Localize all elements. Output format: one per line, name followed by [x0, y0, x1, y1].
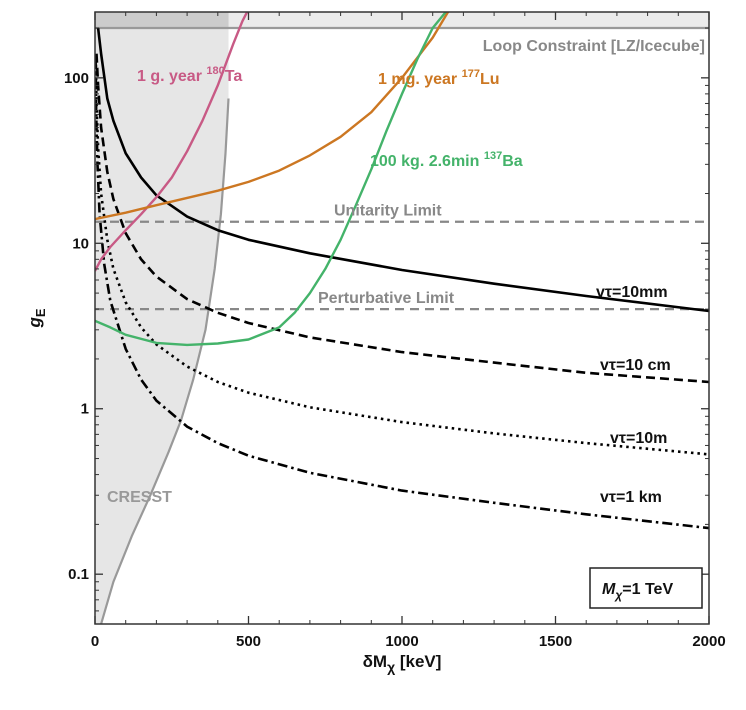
x-tick-label: 2000 [692, 633, 725, 650]
x-axis-label: δMχ [keV] [363, 652, 442, 675]
limit-lines [95, 220, 709, 311]
y-tick-label: 0.1 [68, 566, 89, 583]
lu-label-part: 1 mg. year [378, 71, 462, 88]
x-tick-label: 1500 [539, 633, 572, 650]
y-tick-label: 100 [64, 70, 89, 87]
ba-label: 100 kg. 2.6min 137Ba [370, 150, 523, 170]
ba-label-part: 100 kg. 2.6min [370, 153, 484, 170]
series-line-0 [96, 27, 709, 313]
series-line-5 [95, 12, 450, 221]
y-tick-label: 10 [72, 235, 89, 252]
series-line-6 [95, 12, 448, 347]
x-axis-label-sub: χ [387, 659, 395, 675]
lu-label-part: 177 [462, 68, 480, 80]
y-tick-label: 1 [81, 401, 89, 418]
ta-label-part: 180 [206, 65, 224, 77]
shaded-regions [95, 12, 709, 624]
cresst-boundary [100, 98, 230, 624]
series-line-4 [95, 12, 249, 272]
mass-box-suffix: =1 TeV [622, 581, 673, 598]
loop-cresst-overlap [95, 12, 229, 29]
ba-label-part: Ba [502, 153, 523, 170]
series-line-2 [95, 64, 709, 456]
ta-label-part: Ta [225, 68, 243, 85]
series-line-3 [95, 58, 709, 530]
x-axis-label-suffix: [keV] [395, 652, 441, 671]
loop-constraint-label: Loop Constraint [LZ/Icecube] [483, 38, 705, 55]
cresst-region [95, 12, 229, 624]
y-axis-label-sub: E [33, 308, 48, 317]
y-axis-label: gE [25, 308, 48, 328]
axis-ticks: 0 500 1000 1500 2000 0.1 1 10 100 [64, 12, 726, 650]
unitarity-limit-label: Unitarity Limit [334, 203, 442, 220]
mass-box-prefix: M [602, 581, 616, 598]
y-axis-label-main: g [25, 317, 44, 329]
x-tick-label: 0 [91, 633, 99, 650]
ta-label: 1 g. year 180Ta [137, 65, 242, 85]
tau-10mm-label: vτ=10mm [596, 284, 668, 301]
annotations: 1 g. year 180Ta 1 mg. year 177Lu 100 kg. 2… [25, 38, 705, 675]
mass-box-label: Mχ=1 TeV [602, 581, 673, 602]
x-tick-label: 1000 [385, 633, 418, 650]
perturbative-limit-label: Perturbative Limit [318, 290, 455, 307]
x-axis-label-prefix: δM [363, 652, 387, 671]
x-tick-label: 500 [236, 633, 261, 650]
lu-label: 1 mg. year 177Lu [378, 68, 500, 88]
ta-label-part: 1 g. year [137, 68, 206, 85]
mass-box-sub: χ [613, 588, 623, 602]
tau-10cm-label: vτ=10 cm [600, 357, 671, 374]
series-lines [95, 12, 709, 530]
series-line-1 [95, 53, 709, 384]
tau-1km-label: vτ=1 km [600, 489, 662, 506]
tau-10m-label: vτ=10m [610, 430, 667, 447]
cresst-label: CRESST [107, 489, 172, 506]
mass-box [589, 567, 703, 609]
lu-label-part: Lu [480, 71, 500, 88]
ba-label-part: 137 [484, 150, 502, 162]
